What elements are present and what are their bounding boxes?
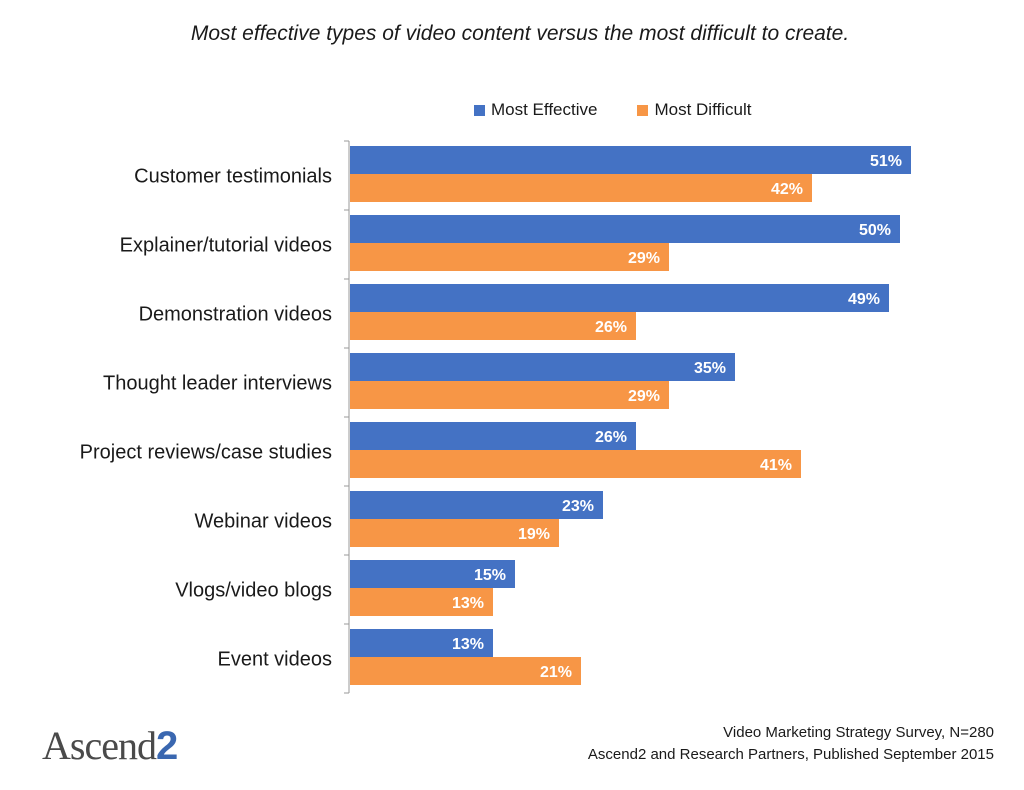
data-label-most-effective-vlogs-video-blogs: 15% [474,567,506,584]
legend-swatch-most-effective [474,104,485,116]
data-label-most-effective-project-reviews-case-studies: 26% [595,429,627,446]
data-label-most-effective-event-videos: 13% [452,636,484,653]
legend-item-most-effective: Most Effective [474,100,597,120]
bar-most-difficult-customer-testimonials [350,174,812,202]
bar-most-effective-explainer-tutorial-videos [350,215,900,243]
data-label-most-difficult-vlogs-video-blogs: 13% [452,595,484,612]
bar-most-difficult-thought-leader-interviews [350,381,669,409]
data-label-most-difficult-webinar-videos: 19% [518,526,550,543]
legend-swatch-most-difficult [637,104,649,116]
category-label-webinar-videos: Webinar videos [195,511,332,533]
data-label-most-difficult-thought-leader-interviews: 29% [628,388,660,405]
bar-most-difficult-explainer-tutorial-videos [350,243,669,271]
bar-most-effective-thought-leader-interviews [350,353,735,381]
category-label-customer-testimonials: Customer testimonials [134,166,332,188]
chart-title: Most effective types of video content ve… [190,22,850,45]
bar-most-effective-project-reviews-case-studies [350,422,636,450]
data-label-most-difficult-demonstration-videos: 26% [595,319,627,336]
bar-most-difficult-vlogs-video-blogs [350,588,493,616]
data-label-most-effective-thought-leader-interviews: 35% [694,360,726,377]
logo-text: Ascend [42,723,157,768]
category-label-event-videos: Event videos [217,649,332,671]
data-label-most-difficult-event-videos: 21% [540,664,572,681]
data-label-most-effective-explainer-tutorial-videos: 50% [859,222,891,239]
bar-most-difficult-event-videos [350,657,581,685]
data-label-most-difficult-customer-testimonials: 42% [771,181,803,198]
bar-most-difficult-webinar-videos [350,519,559,547]
data-label-most-effective-demonstration-videos: 49% [848,291,880,308]
bar-most-effective-demonstration-videos [350,284,889,312]
data-label-most-effective-webinar-videos: 23% [562,498,594,515]
bar-most-difficult-demonstration-videos [350,312,636,340]
category-label-project-reviews-case-studies: Project reviews/case studies [80,442,332,464]
bar-most-effective-vlogs-video-blogs [350,560,515,588]
category-label-vlogs-video-blogs: Vlogs/video blogs [175,580,332,602]
bar-most-difficult-project-reviews-case-studies [350,450,801,478]
category-label-thought-leader-interviews: Thought leader interviews [103,373,332,395]
ascend2-logo: Ascend2 [42,722,178,769]
category-label-explainer-tutorial-videos: Explainer/tutorial videos [120,235,332,257]
bar-most-effective-customer-testimonials [350,146,911,174]
bar-most-effective-webinar-videos [350,491,603,519]
logo-accent: 2 [155,724,178,768]
data-label-most-difficult-explainer-tutorial-videos: 29% [628,250,660,267]
category-label-demonstration-videos: Demonstration videos [139,304,332,326]
source-note: Video Marketing Strategy Survey, N=280 A… [588,722,994,766]
legend-label-most-effective: Most Effective [491,100,598,119]
legend-item-most-difficult: Most Difficult [637,100,751,120]
bar-most-effective-event-videos [350,629,493,657]
source-line-1: Video Marketing Strategy Survey, N=280 [723,724,994,741]
legend: Most Effective Most Difficult [474,99,791,121]
data-label-most-difficult-project-reviews-case-studies: 41% [760,457,792,474]
data-label-most-effective-customer-testimonials: 51% [870,153,902,170]
legend-label-most-difficult: Most Difficult [654,100,752,119]
source-line-2: Ascend2 and Research Partners, Published… [587,746,994,763]
